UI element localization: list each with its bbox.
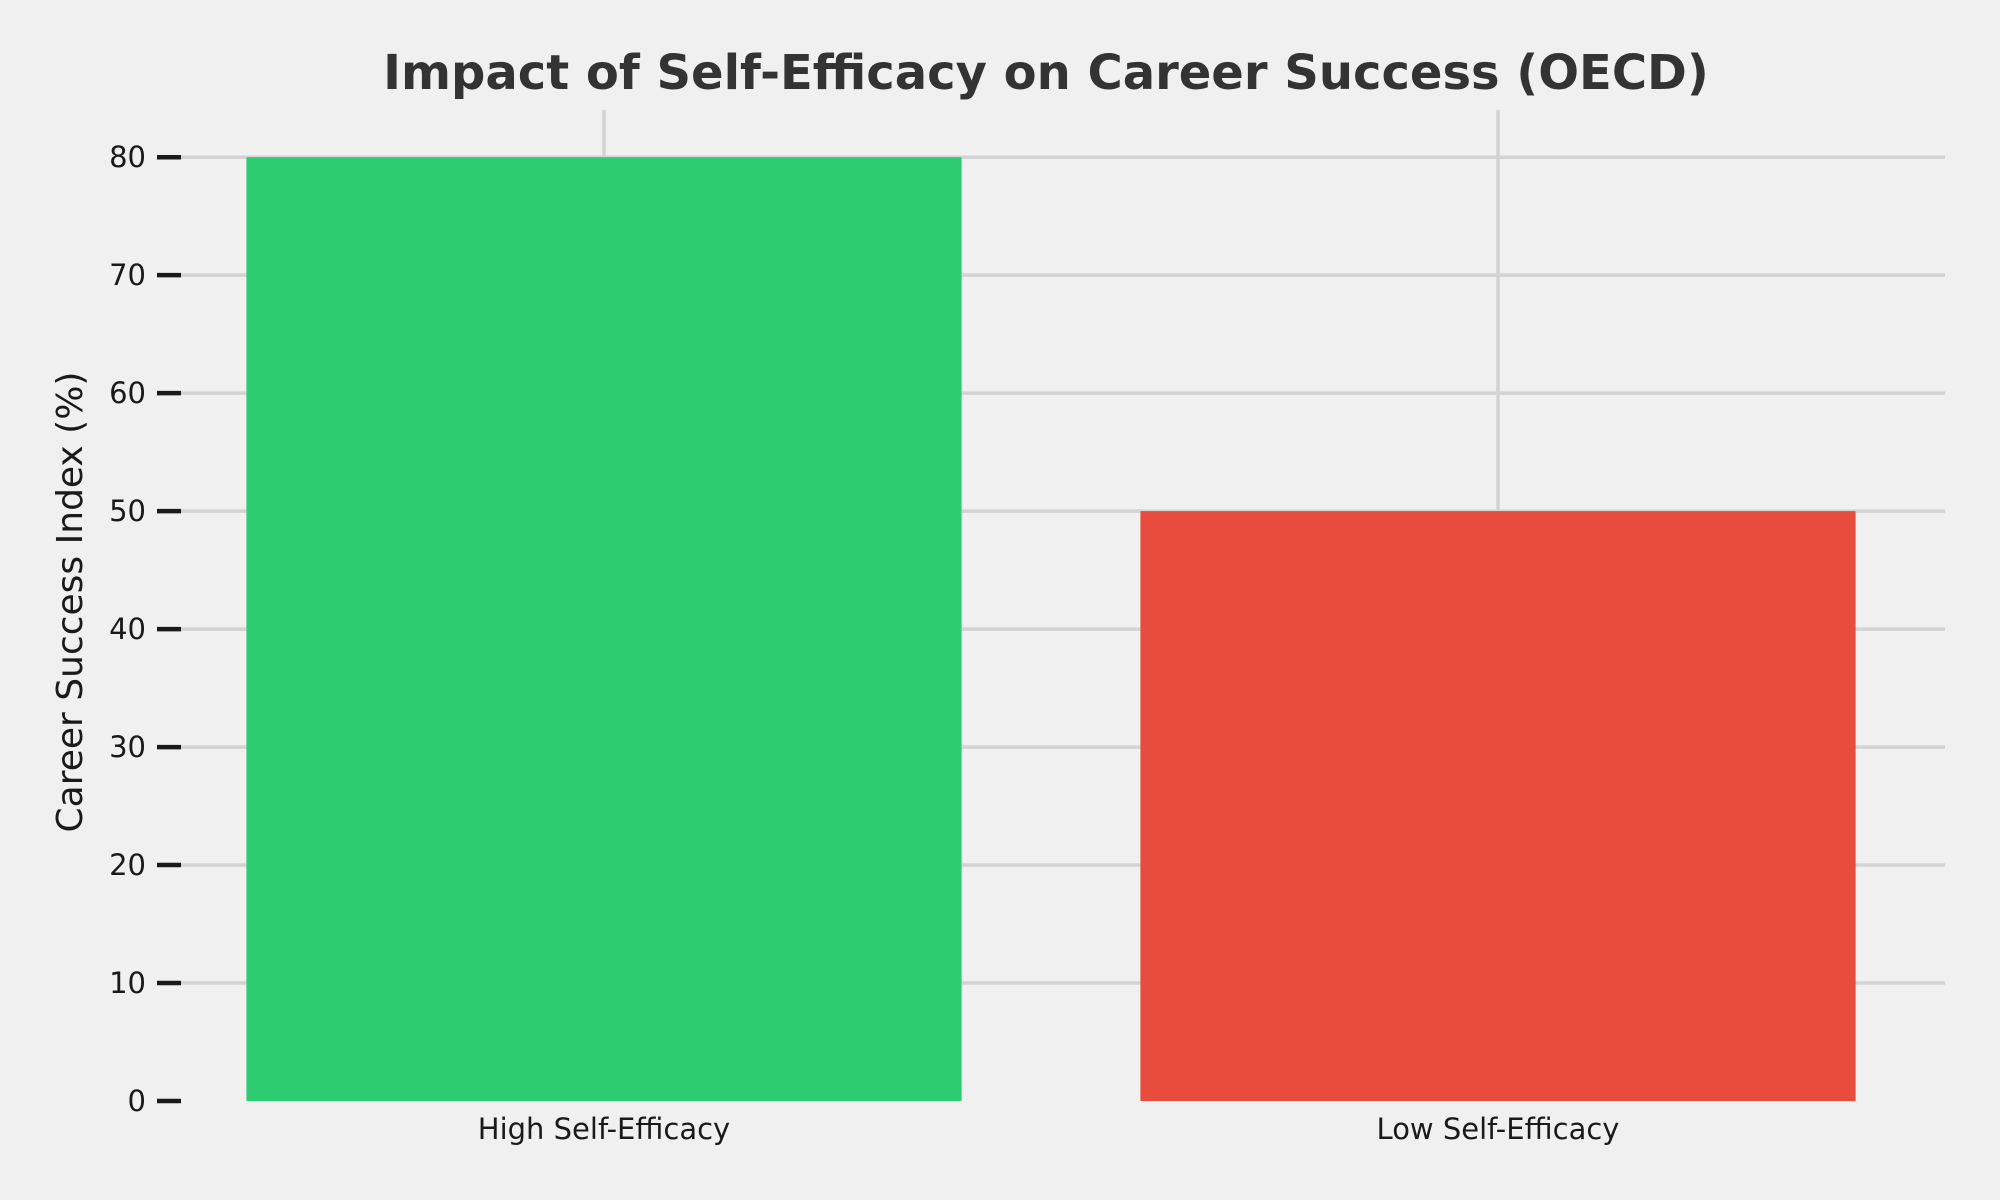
y-tick-label: 40	[109, 612, 146, 646]
axes: 0 10 20 30 40 50 60 70 80 High Self-Efficacy Low S…	[109, 140, 1619, 1146]
y-tick-label: 30	[109, 730, 146, 764]
y-tick-label: 70	[109, 258, 146, 292]
y-tick-label: 0	[128, 1084, 146, 1118]
y-tick-label: 80	[109, 140, 146, 174]
y-axis-label: Career Success Index (%)	[50, 372, 91, 833]
x-tick-label: High Self-Efficacy	[478, 1112, 730, 1146]
y-tick-label: 10	[109, 966, 146, 1000]
bars	[246, 157, 1856, 1102]
chart-title: Impact of Self-Efficacy on Career Succes…	[383, 45, 1709, 101]
y-tick-label: 50	[109, 494, 146, 528]
bar-high-self-efficacy	[246, 157, 962, 1101]
x-tick-label: Low Self-Efficacy	[1377, 1112, 1620, 1146]
y-tick-label: 60	[109, 376, 146, 410]
y-tick-label: 20	[109, 848, 146, 882]
bar-low-self-efficacy	[1140, 511, 1856, 1102]
